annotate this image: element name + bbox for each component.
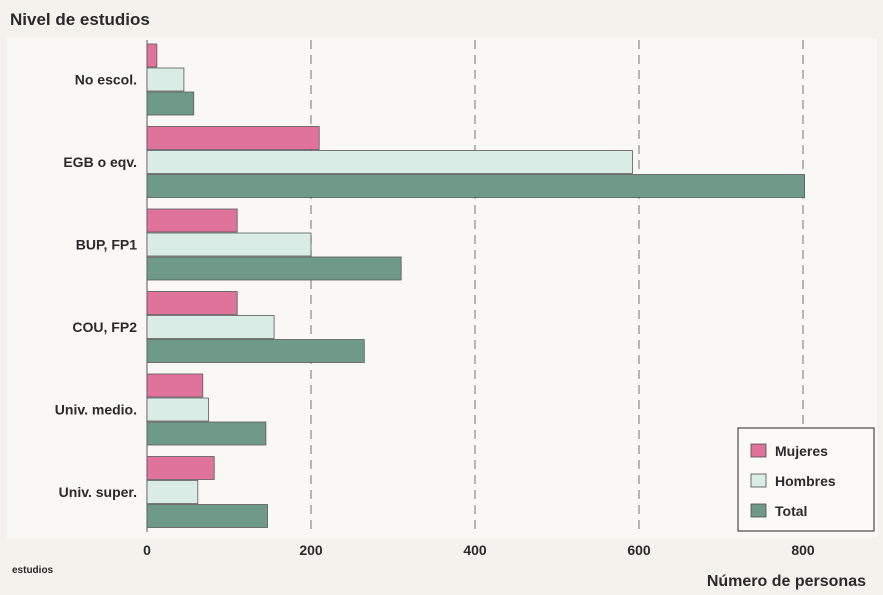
x-axis-label: Número de personas — [707, 573, 866, 590]
bar-hombres-4 — [146, 397, 209, 422]
category-labels: No escol. EGB o eqv. BUP, FP1 COU, FP2 Univ.… — [55, 72, 137, 501]
x-tick-label: 600 — [627, 542, 651, 558]
category-label: EGB o eqv. — [63, 154, 137, 170]
x-tick-label: 200 — [299, 542, 323, 558]
bar-total-4 — [146, 421, 267, 446]
bar-hombres-0 — [146, 67, 185, 92]
bar-total-2 — [146, 256, 402, 281]
legend-swatch-mujeres — [750, 443, 767, 458]
bar-hombres-2 — [146, 232, 312, 257]
legend-label-total: Total — [775, 503, 807, 519]
plot-panel — [7, 38, 877, 538]
x-tick-labels: 0 200 400 600 800 — [143, 542, 815, 558]
bar-total-1 — [146, 174, 806, 198]
x-tick-label: 0 — [143, 542, 151, 558]
category-label: Univ. medio. — [55, 402, 137, 418]
bar-mujeres-1 — [146, 126, 320, 150]
bar-hombres-5 — [146, 480, 199, 504]
bar-mujeres-5 — [146, 456, 215, 480]
bars — [146, 43, 806, 528]
legend: Mujeres Hombres Total — [737, 427, 875, 532]
legend-swatch-hombres — [750, 473, 767, 488]
category-label: BUP, FP1 — [76, 237, 137, 253]
bar-mujeres-3 — [146, 291, 238, 315]
bar-total-5 — [146, 504, 268, 528]
y-axis-label: estudios — [12, 565, 54, 576]
legend-label-mujeres: Mujeres — [775, 443, 828, 459]
chart-title: Nivel de estudios — [10, 10, 150, 29]
legend-label-hombres: Hombres — [775, 473, 836, 489]
bar-mujeres-4 — [146, 373, 204, 398]
bar-hombres-3 — [146, 315, 275, 339]
x-tick-label: 400 — [463, 542, 487, 558]
bar-total-0 — [146, 91, 195, 116]
x-tick-label: 800 — [791, 542, 815, 558]
category-label: No escol. — [75, 72, 137, 88]
bar-total-3 — [146, 339, 365, 363]
category-label: Univ. super. — [59, 484, 137, 500]
bar-mujeres-2 — [146, 208, 238, 233]
bar-mujeres-0 — [146, 43, 158, 68]
bar-hombres-1 — [146, 150, 633, 174]
legend-swatch-total — [750, 503, 767, 518]
category-label: COU, FP2 — [72, 319, 137, 335]
